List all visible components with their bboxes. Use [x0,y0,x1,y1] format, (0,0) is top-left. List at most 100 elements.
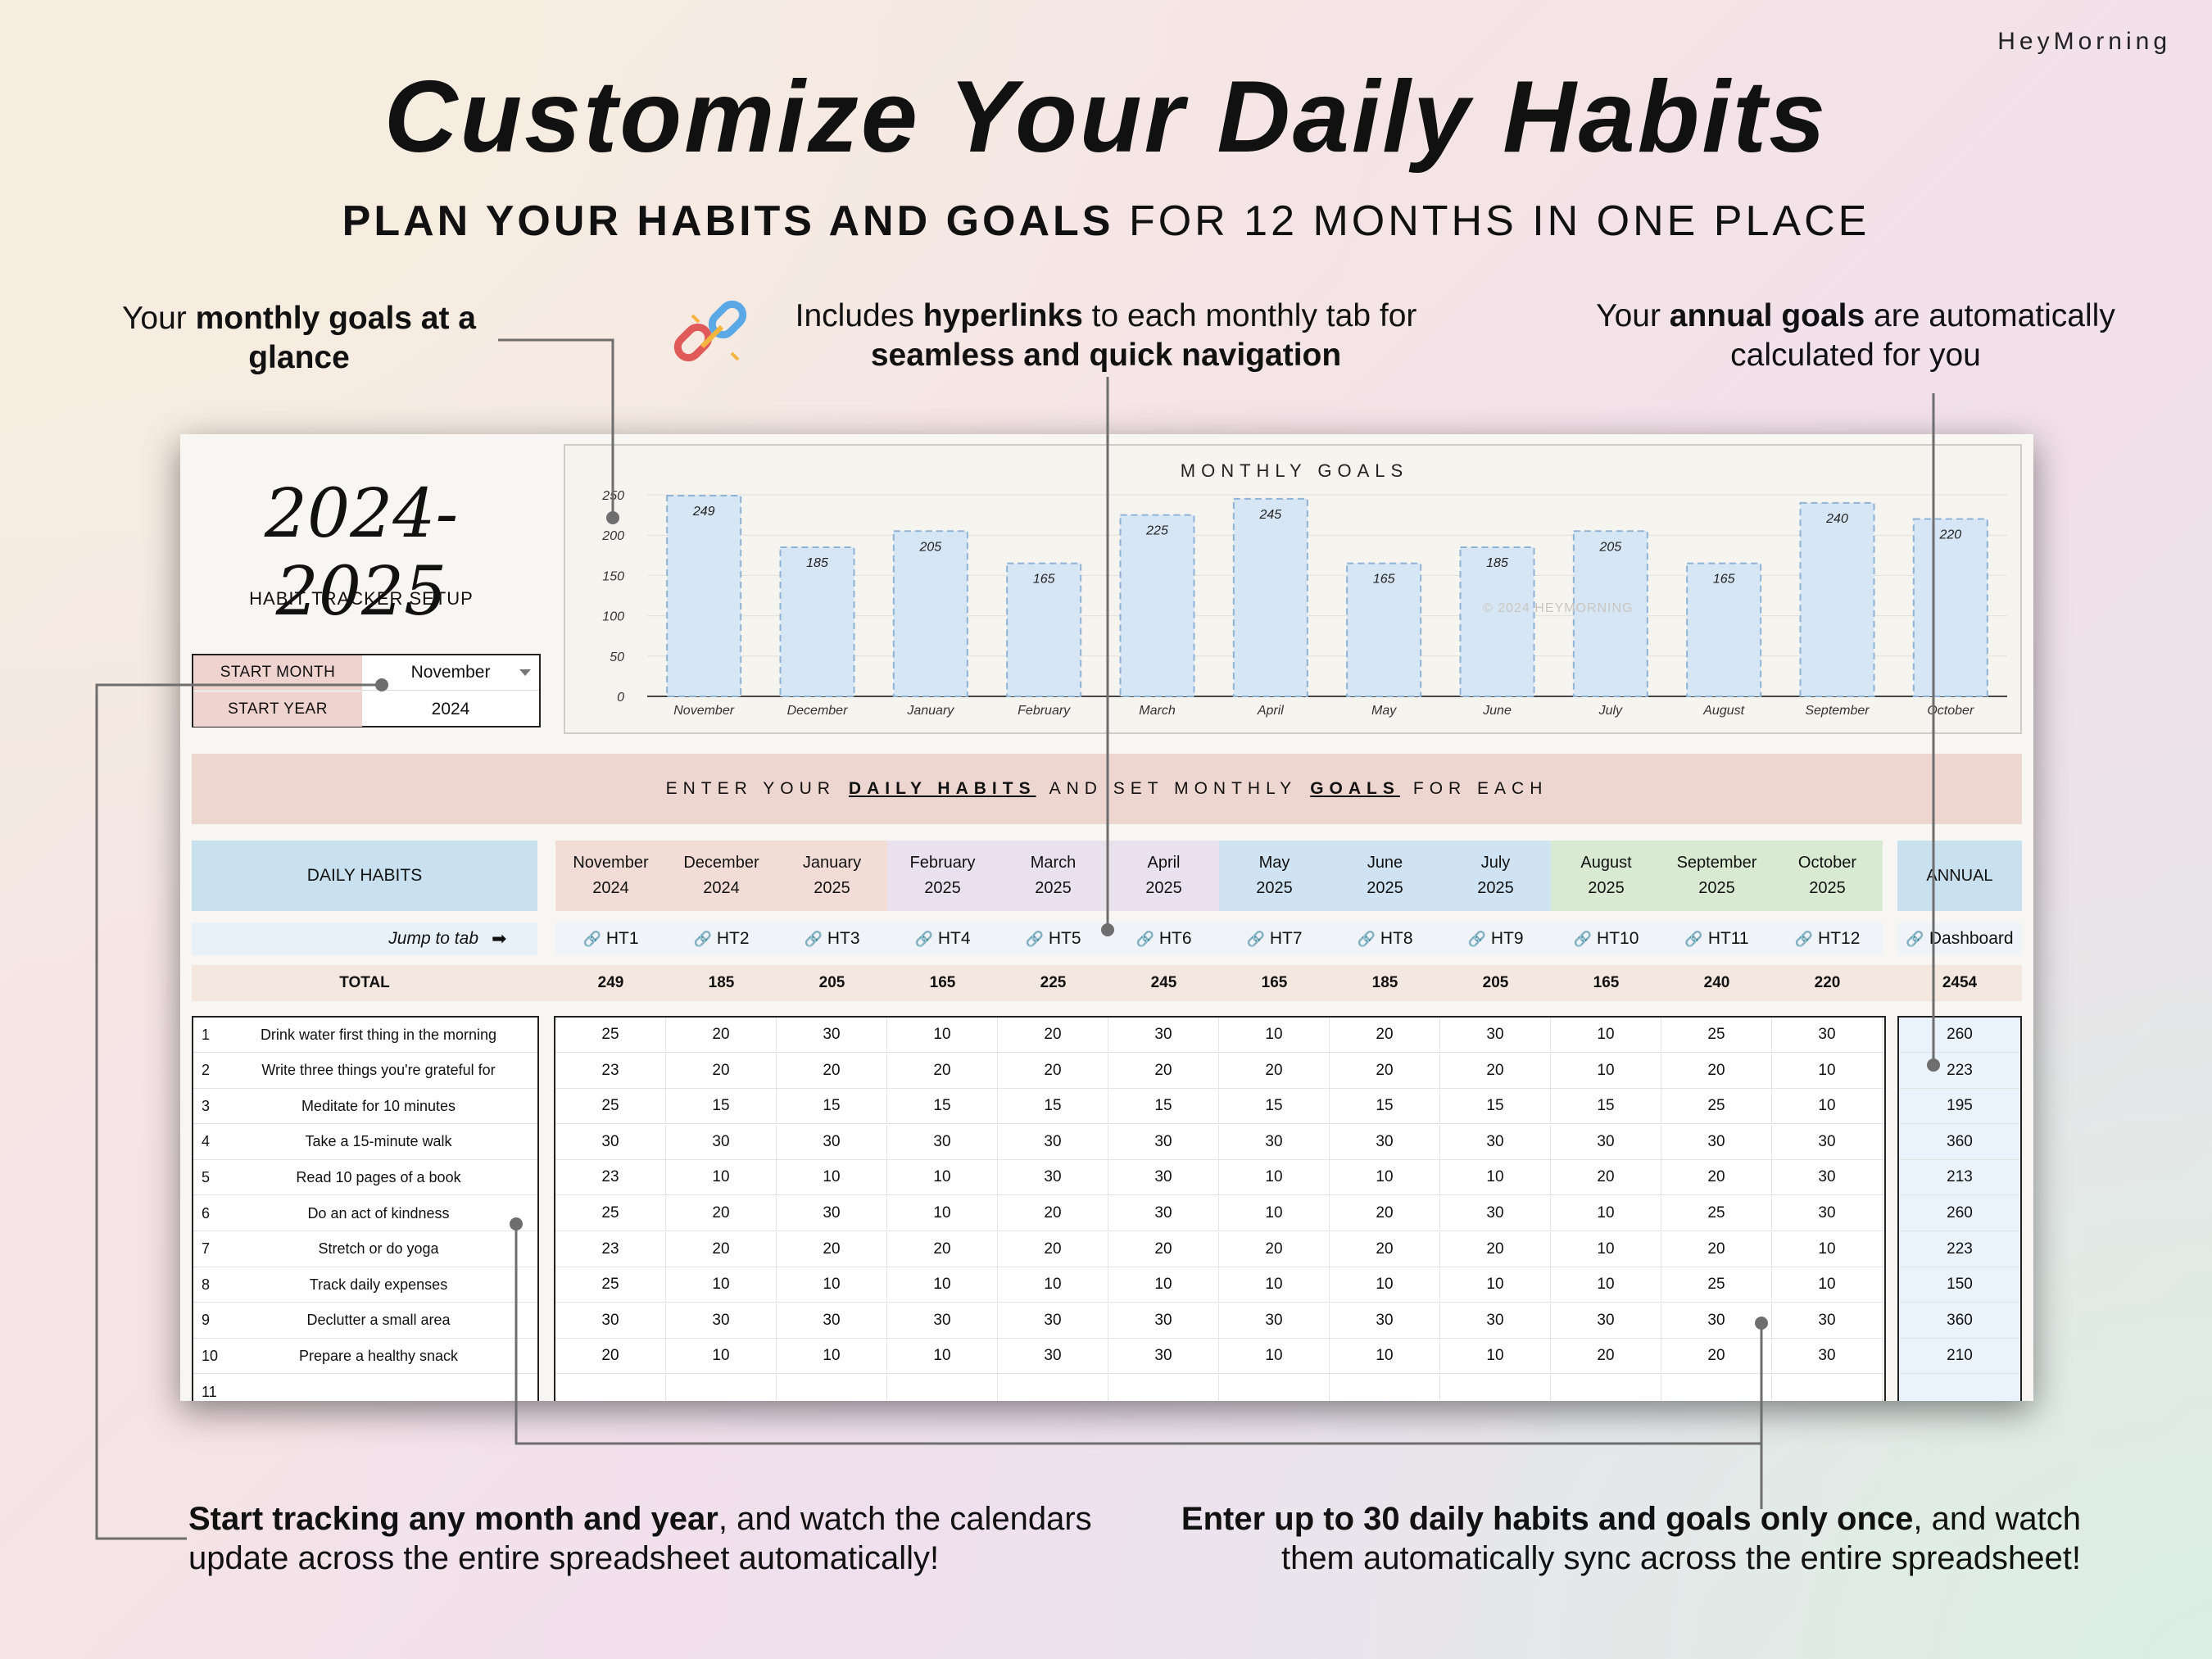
tab-link-ht12[interactable]: 🔗 HT12 [1772,922,1883,955]
habit-name-input[interactable]: Take a 15-minute walk [305,1133,452,1150]
goal-input[interactable]: 20 [1330,1231,1440,1267]
goal-input[interactable]: 20 [1440,1053,1551,1088]
goal-input[interactable]: 10 [887,1267,998,1303]
goal-input[interactable] [555,1375,666,1401]
habit-name-input[interactable]: Prepare a healthy snack [298,1347,459,1364]
tab-link-ht6[interactable]: 🔗 HT6 [1108,922,1219,955]
goal-input[interactable]: 30 [1661,1303,1772,1338]
goal-input[interactable]: 20 [666,1231,777,1267]
tab-link-ht4[interactable]: 🔗 HT4 [887,922,998,955]
goal-input[interactable]: 10 [887,1018,998,1052]
goal-input[interactable]: 30 [777,1303,887,1338]
goal-input[interactable]: 10 [1772,1231,1883,1267]
goal-input[interactable]: 20 [1330,1018,1440,1052]
goal-input[interactable]: 30 [998,1124,1108,1159]
goal-input[interactable]: 23 [555,1231,666,1267]
goal-input[interactable]: 30 [666,1124,777,1159]
tab-link-ht1[interactable]: 🔗 HT1 [555,922,666,955]
habit-name-input[interactable]: Do an act of kindness [307,1204,450,1222]
tab-link-ht3[interactable]: 🔗 HT3 [777,922,887,955]
goal-input[interactable]: 20 [1661,1231,1772,1267]
habit-name-input[interactable]: Write three things you're grateful for [261,1062,496,1079]
goal-input[interactable]: 10 [1551,1053,1661,1088]
habit-name-input[interactable]: Stretch or do yoga [318,1240,439,1258]
tab-link-ht11[interactable]: 🔗 HT11 [1661,922,1772,955]
goal-input[interactable]: 15 [666,1089,777,1124]
goal-input[interactable]: 20 [666,1196,777,1231]
goal-input[interactable]: 20 [777,1053,887,1088]
goal-input[interactable]: 10 [887,1196,998,1231]
goal-input[interactable]: 30 [998,1339,1108,1374]
goal-input[interactable]: 10 [1108,1267,1219,1303]
goal-input[interactable]: 10 [666,1160,777,1195]
goal-input[interactable]: 10 [666,1339,777,1374]
goal-input[interactable]: 10 [1551,1231,1661,1267]
goal-input[interactable]: 25 [1661,1267,1772,1303]
goal-input[interactable]: 20 [887,1053,998,1088]
goal-input[interactable]: 15 [998,1089,1108,1124]
goal-input[interactable]: 30 [777,1124,887,1159]
goal-input[interactable]: 20 [1219,1231,1330,1267]
goal-input[interactable]: 10 [1551,1018,1661,1052]
goal-input[interactable]: 10 [1219,1160,1330,1195]
goal-input[interactable]: 20 [887,1231,998,1267]
habit-name-input[interactable]: Read 10 pages of a book [296,1168,461,1185]
tab-link-ht9[interactable]: 🔗 HT9 [1440,922,1551,955]
tab-link-ht2[interactable]: 🔗 HT2 [666,922,777,955]
goal-input[interactable] [666,1375,777,1401]
goal-input[interactable]: 10 [1330,1339,1440,1374]
goal-input[interactable]: 30 [1108,1339,1219,1374]
goal-input[interactable]: 20 [1661,1053,1772,1088]
habit-name-input[interactable]: Declutter a small area [306,1312,451,1329]
goal-input[interactable]: 10 [1219,1339,1330,1374]
goal-input[interactable]: 30 [1440,1303,1551,1338]
goal-input[interactable]: 30 [1772,1339,1883,1374]
goal-input[interactable]: 20 [1330,1053,1440,1088]
goal-input[interactable]: 30 [1108,1018,1219,1052]
goal-input[interactable]: 10 [1772,1267,1883,1303]
goal-input[interactable]: 10 [887,1339,998,1374]
goal-input[interactable]: 30 [1772,1124,1883,1159]
goal-input[interactable]: 30 [1108,1303,1219,1338]
chevron-down-icon[interactable] [519,669,531,676]
goal-input[interactable]: 20 [555,1339,666,1374]
goal-input[interactable]: 15 [1551,1089,1661,1124]
goal-input[interactable]: 20 [1440,1231,1551,1267]
goal-input[interactable]: 30 [1219,1303,1330,1338]
goal-input[interactable] [1108,1375,1219,1401]
goal-input[interactable]: 30 [887,1124,998,1159]
dashboard-link[interactable]: 🔗 Dashboard [1897,922,2022,955]
goal-input[interactable] [998,1375,1108,1401]
goal-input[interactable]: 30 [1772,1160,1883,1195]
goal-input[interactable]: 30 [1772,1018,1883,1052]
goal-input[interactable] [1330,1375,1440,1401]
tab-link-ht8[interactable]: 🔗 HT8 [1330,922,1440,955]
goal-input[interactable]: 30 [666,1303,777,1338]
goal-input[interactable]: 23 [555,1160,666,1195]
goal-input[interactable]: 20 [666,1018,777,1052]
habit-name-input[interactable]: Drink water first thing in the morning [260,1026,497,1043]
goal-input[interactable]: 10 [1330,1160,1440,1195]
goal-input[interactable]: 20 [998,1018,1108,1052]
goal-input[interactable]: 25 [555,1018,666,1052]
goal-input[interactable]: 30 [777,1196,887,1231]
goal-input[interactable]: 10 [1219,1267,1330,1303]
goal-input[interactable] [1551,1375,1661,1401]
goal-input[interactable]: 10 [1219,1018,1330,1052]
goal-input[interactable]: 30 [1440,1124,1551,1159]
goal-input[interactable]: 30 [1108,1160,1219,1195]
goal-input[interactable]: 30 [1772,1196,1883,1231]
goal-input[interactable]: 20 [998,1231,1108,1267]
goal-input[interactable]: 25 [555,1196,666,1231]
goal-input[interactable]: 10 [666,1267,777,1303]
goal-input[interactable]: 15 [1108,1089,1219,1124]
goal-input[interactable]: 30 [1108,1124,1219,1159]
goal-input[interactable]: 25 [555,1089,666,1124]
goal-input[interactable]: 20 [666,1053,777,1088]
goal-input[interactable]: 20 [1551,1339,1661,1374]
habit-name-input[interactable]: Track daily expenses [309,1276,448,1293]
goal-input[interactable]: 20 [1219,1053,1330,1088]
goal-input[interactable]: 30 [1551,1124,1661,1159]
goal-input[interactable]: 10 [887,1160,998,1195]
goal-input[interactable]: 30 [1772,1303,1883,1338]
